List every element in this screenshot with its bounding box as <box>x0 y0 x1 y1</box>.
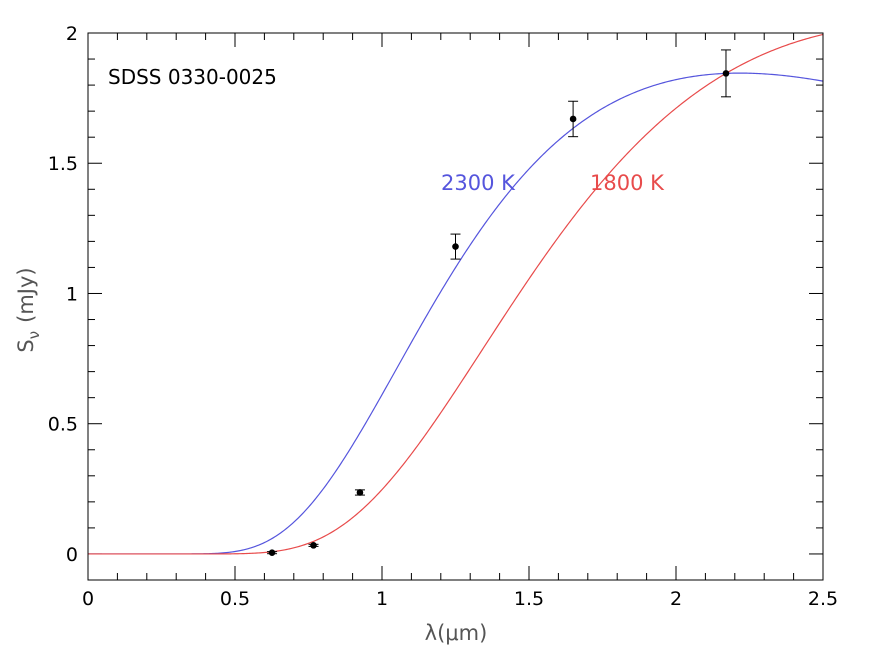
data-point <box>569 115 577 123</box>
x-tick-label: 2 <box>670 588 682 610</box>
x-axis-title: λ(μm) <box>425 621 488 645</box>
data-point <box>310 542 317 549</box>
data-point <box>356 489 364 496</box>
data-point <box>268 549 276 556</box>
y-tick-label: 0.5 <box>48 414 78 436</box>
y-tick-label: 1.5 <box>48 153 78 175</box>
minor-ticks <box>88 33 823 581</box>
y-axis-title: Sν (mJy) <box>14 267 43 352</box>
data-points <box>267 49 731 556</box>
x-tick-label: 2.5 <box>808 588 838 610</box>
x-tick-label: 1.5 <box>514 588 544 610</box>
model-curve-2300k <box>88 72 824 555</box>
y-axis-subscript: ν <box>25 331 43 339</box>
y-axis-unit: (mJy) <box>14 267 38 322</box>
y-tick-label: 1 <box>66 283 78 305</box>
data-point <box>452 243 459 250</box>
y-tick-label: 2 <box>66 23 78 45</box>
x-tick-label: 0.5 <box>220 588 250 610</box>
data-point <box>722 70 730 77</box>
x-tick-label: 0 <box>82 588 94 610</box>
model-curve-1800k <box>88 33 824 555</box>
major-ticks <box>87 32 824 580</box>
object-annotation: SDSS 0330-0025 <box>108 65 277 89</box>
x-tick-labels: 0 0.5 1 1.5 2 2.5 <box>82 588 838 610</box>
y-tick-labels: 0 0.5 1 1.5 2 <box>48 23 78 566</box>
x-tick-label: 1 <box>376 588 388 610</box>
plot-frame <box>87 32 824 581</box>
y-tick-label: 0 <box>66 544 78 566</box>
curve-label-1800k: 1800 K <box>590 171 665 195</box>
y-axis-symbol: S <box>14 339 38 352</box>
curve-label-2300k: 2300 K <box>441 171 516 195</box>
